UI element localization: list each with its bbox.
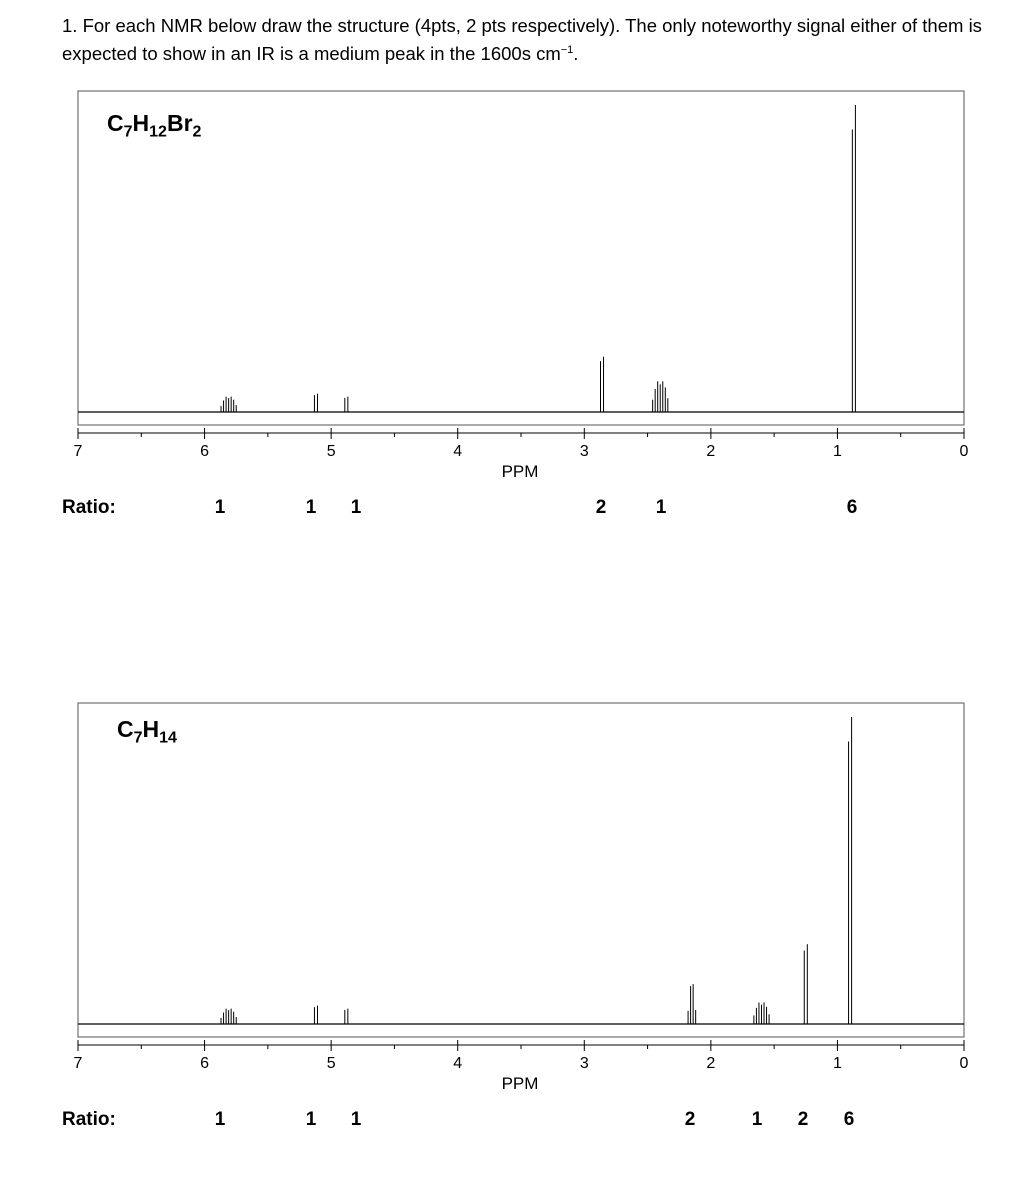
ratio-value: 1 bbox=[214, 1109, 226, 1130]
ratio-value: 1 bbox=[305, 1109, 317, 1130]
x-tick-label: 4 bbox=[453, 1055, 462, 1072]
x-tick-label: 6 bbox=[200, 1055, 209, 1072]
ratio-value: 1 bbox=[350, 497, 362, 518]
ratio-value: 1 bbox=[305, 497, 317, 518]
plot-frame bbox=[77, 702, 965, 1038]
formula-part: C bbox=[117, 716, 134, 742]
plot-frame bbox=[77, 90, 965, 426]
x-axis-label: PPM bbox=[502, 462, 539, 481]
x-tick-label: 2 bbox=[706, 443, 715, 460]
ratio-label: Ratio: bbox=[62, 1109, 116, 1130]
x-tick-label: 3 bbox=[580, 1055, 589, 1072]
question-text: 1. For each NMR below draw the structure… bbox=[62, 12, 1002, 68]
ratio-value: 1 bbox=[214, 497, 226, 518]
peak bbox=[851, 105, 856, 412]
x-tick-label: 6 bbox=[200, 443, 209, 460]
peak bbox=[753, 1002, 770, 1024]
x-axis-label: PPM bbox=[502, 1074, 539, 1093]
formula-part: 2 bbox=[192, 123, 202, 141]
ratio-value: 2 bbox=[595, 497, 607, 518]
peak bbox=[344, 1008, 349, 1024]
ratio-value: 2 bbox=[684, 1109, 696, 1130]
formula-part: Br bbox=[166, 110, 193, 136]
spectrum-2: 7 6 5 4 3 2 1 0 PPM bbox=[74, 702, 969, 1093]
peak bbox=[313, 1005, 318, 1024]
molecular-formula: C7H14 bbox=[117, 716, 177, 748]
x-tick-label: 3 bbox=[580, 443, 589, 460]
ratio-value: 6 bbox=[846, 497, 858, 518]
molecular-formula: C7H12Br2 bbox=[107, 110, 201, 142]
x-tick-label: 4 bbox=[453, 443, 462, 460]
x-tick-label: 0 bbox=[960, 1055, 969, 1072]
ratio-value: 6 bbox=[843, 1109, 855, 1130]
peak bbox=[313, 393, 318, 412]
formula-part: H bbox=[132, 110, 150, 136]
question-body: 1. For each NMR below draw the structure… bbox=[62, 15, 982, 64]
formula-part: 12 bbox=[149, 123, 167, 141]
peak bbox=[344, 396, 349, 412]
peak bbox=[599, 356, 605, 412]
peak bbox=[803, 944, 808, 1024]
peak bbox=[687, 984, 697, 1024]
ratio-value: 1 bbox=[751, 1109, 763, 1130]
x-tick-label: 7 bbox=[74, 443, 83, 460]
question-end: . bbox=[573, 43, 579, 64]
x-tick-label: 0 bbox=[960, 443, 969, 460]
formula-part: 7 bbox=[123, 123, 133, 141]
x-tick-label: 1 bbox=[833, 1055, 842, 1072]
x-tick-label: 2 bbox=[706, 1055, 715, 1072]
formula-part: C bbox=[107, 110, 124, 136]
x-tick-label: 7 bbox=[74, 1055, 83, 1072]
peak bbox=[652, 381, 669, 412]
ratio-label: Ratio: bbox=[62, 497, 116, 518]
peak bbox=[848, 717, 853, 1024]
x-tick-label: 1 bbox=[833, 443, 842, 460]
x-tick-label: 5 bbox=[327, 1055, 336, 1072]
peak bbox=[220, 1008, 237, 1024]
ratio-value: 1 bbox=[350, 1109, 362, 1130]
formula-part: H bbox=[142, 716, 160, 742]
ratio-value: 1 bbox=[655, 497, 667, 518]
peak bbox=[220, 396, 237, 412]
ratio-value: 2 bbox=[797, 1109, 809, 1130]
question-superscript: −1 bbox=[560, 44, 574, 56]
formula-part: 14 bbox=[159, 729, 177, 747]
x-tick-label: 5 bbox=[327, 443, 336, 460]
formula-part: 7 bbox=[133, 729, 143, 747]
spectrum-1: 7 6 5 4 3 2 1 0 PPM bbox=[74, 90, 969, 481]
